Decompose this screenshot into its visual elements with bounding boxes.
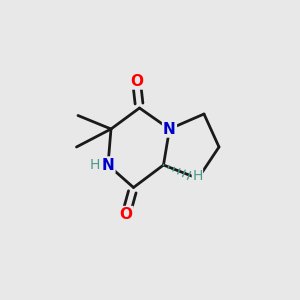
Text: H: H (89, 158, 100, 172)
Text: H: H (192, 169, 203, 182)
Text: O: O (119, 207, 133, 222)
Text: N: N (102, 158, 114, 172)
Text: N: N (163, 122, 176, 136)
Text: O: O (130, 74, 143, 88)
